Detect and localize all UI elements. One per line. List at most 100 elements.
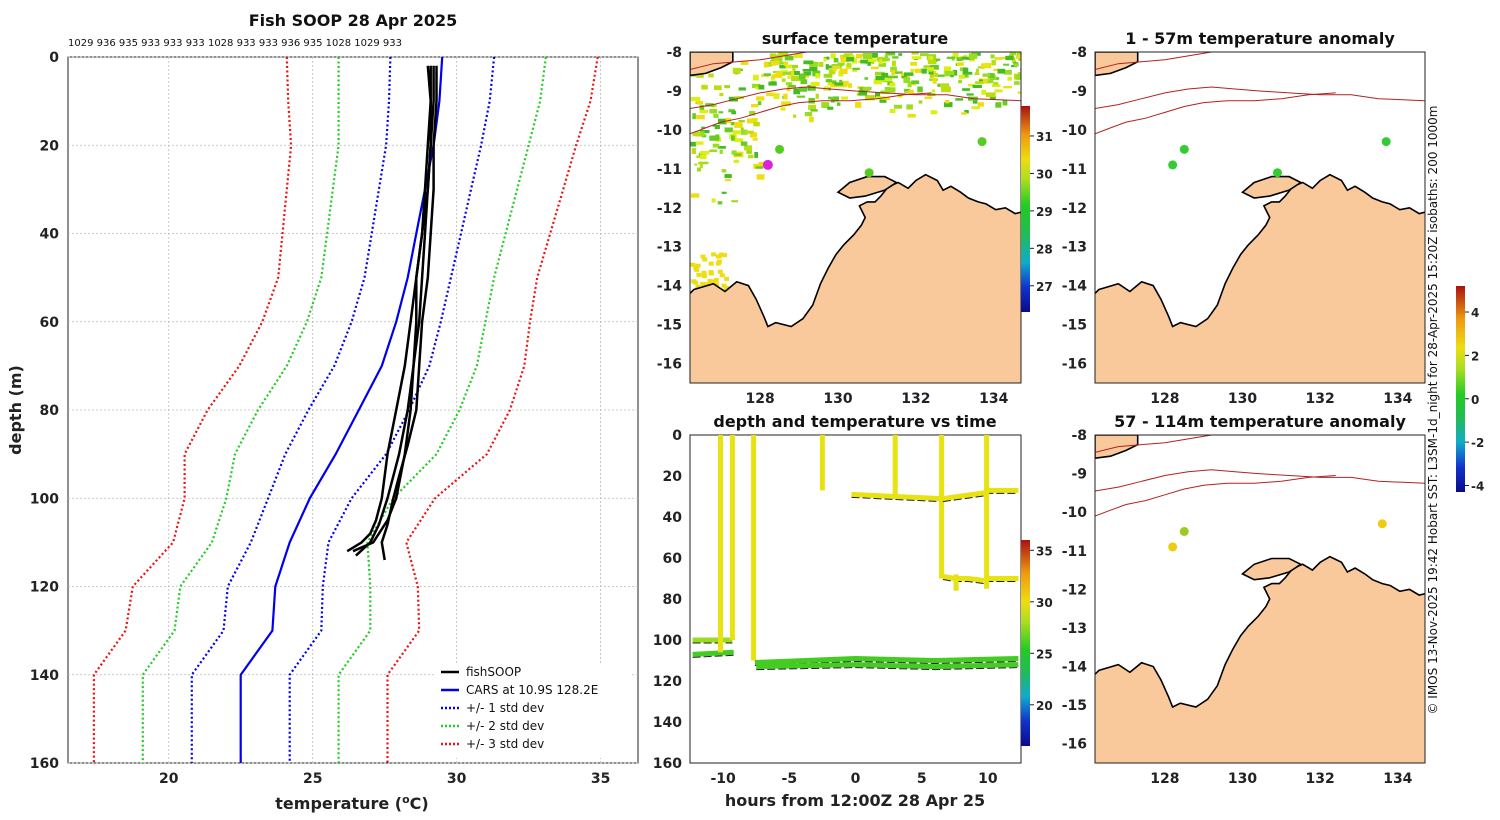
lat-tick-label: -15 <box>1062 698 1087 714</box>
sst-cell <box>885 52 896 56</box>
lon-tick-label: 130 <box>1228 391 1257 407</box>
sst-cell <box>752 138 758 141</box>
sst-cell <box>719 149 723 154</box>
sst-cell <box>717 269 723 274</box>
sst-cell <box>740 60 749 65</box>
sst-cell <box>892 60 896 67</box>
y-tick-label: 120 <box>30 580 59 596</box>
anomaly-colorbar <box>1456 286 1465 492</box>
y-tick-label: 60 <box>40 315 60 331</box>
sst-cell <box>943 102 953 108</box>
sst-cell <box>975 68 979 73</box>
sst-cell <box>701 271 707 276</box>
sst-cell <box>740 127 744 131</box>
sst-cell <box>972 84 982 88</box>
sst-cell <box>881 72 889 78</box>
sst-cell <box>987 79 994 84</box>
profile-location-marker <box>1381 137 1391 147</box>
sst-cell <box>840 54 845 59</box>
lon-tick-label: 128 <box>1150 391 1179 407</box>
timeseries-title: depth and temperature vs time <box>713 412 996 431</box>
sst-cell <box>809 116 814 123</box>
isobath <box>690 52 807 70</box>
sst-cell <box>796 95 806 98</box>
sst-cell <box>941 86 951 93</box>
sst-cell <box>827 106 834 110</box>
sst-cell <box>815 73 820 79</box>
sst-cell <box>878 62 887 67</box>
sst-cell <box>804 112 813 117</box>
timeseries-xlabel: hours from 12:00Z 28 Apr 25 <box>725 791 985 810</box>
sst-cell <box>757 101 762 106</box>
bottom-depth-line <box>942 494 988 503</box>
sst-cell <box>889 82 896 87</box>
sst-cell <box>787 76 791 79</box>
sst-cell <box>920 53 929 56</box>
sst-cell <box>993 68 998 72</box>
sst-cell <box>711 198 716 203</box>
colorbar-tick-label: 28 <box>1036 242 1053 256</box>
land <box>1095 555 1425 763</box>
sst-cell <box>733 159 739 163</box>
sst-cell <box>826 56 830 60</box>
sst-cell <box>758 84 765 90</box>
sst-cell <box>994 89 1003 93</box>
sst-cell <box>783 93 788 100</box>
sst-cell <box>873 79 882 85</box>
sst-cell <box>865 95 875 101</box>
sst-cell <box>695 263 701 268</box>
sst-cell <box>1018 57 1021 61</box>
sst-cell <box>692 131 701 137</box>
sst-cell <box>962 88 970 91</box>
sst-cell <box>767 62 773 67</box>
sst-cell <box>852 67 860 70</box>
sst-cell <box>731 200 739 203</box>
lat-tick-label: -16 <box>1062 737 1087 753</box>
sst-cell <box>794 71 800 75</box>
track-segment <box>942 489 989 502</box>
sst-cell <box>751 83 761 88</box>
sst-cell <box>1013 63 1019 67</box>
sst-cell <box>808 104 817 110</box>
lat-tick-label: -10 <box>1062 505 1088 521</box>
anomaly-2-panel: 57 - 114m temperature anomaly -8 -9 -10 -11… <box>1062 286 1484 787</box>
sst-cell <box>793 53 803 58</box>
sst-cell <box>993 81 999 86</box>
sst-cell <box>709 149 718 153</box>
sst-cell <box>714 85 722 91</box>
sst-cell <box>749 111 756 116</box>
sst-cell <box>981 78 991 84</box>
lon-tick-label: 128 <box>1150 771 1179 787</box>
sst-cell <box>924 96 933 100</box>
sst-cell <box>791 75 801 82</box>
sst-cell <box>700 254 706 259</box>
sst-cell <box>691 193 700 198</box>
isobath <box>1095 475 1336 517</box>
sst-cell <box>778 61 788 64</box>
sst-cell <box>728 109 735 113</box>
sst-cell <box>705 282 711 287</box>
sst-cell <box>753 74 759 81</box>
x-tick-label: 0 <box>851 771 861 787</box>
y-tick-label: 140 <box>30 668 59 684</box>
sst-cell <box>699 163 703 169</box>
colorbar-tick-label: 31 <box>1036 130 1053 144</box>
sst-cell <box>756 174 765 180</box>
sst-cell <box>930 64 939 70</box>
x-tick-label: -5 <box>782 771 798 787</box>
sst-cell <box>847 83 853 88</box>
anomaly-2-ticks: -8 -9 -10 -11 -12 -13 -14 -15 -16 128 130 132 134 <box>1062 428 1413 787</box>
profile-location-marker <box>1168 542 1178 552</box>
x-tick-label: 5 <box>917 771 927 787</box>
sst-cell <box>839 68 848 74</box>
sst-cell <box>867 61 871 66</box>
sst-cell <box>1000 57 1010 59</box>
sst-cell <box>730 122 737 126</box>
sst-cell <box>940 83 950 89</box>
sst-cell <box>770 60 780 66</box>
sst-cell <box>871 53 878 58</box>
x-tick-label: -10 <box>710 771 736 787</box>
sst-cell <box>751 104 759 108</box>
sst-cell <box>810 109 818 112</box>
